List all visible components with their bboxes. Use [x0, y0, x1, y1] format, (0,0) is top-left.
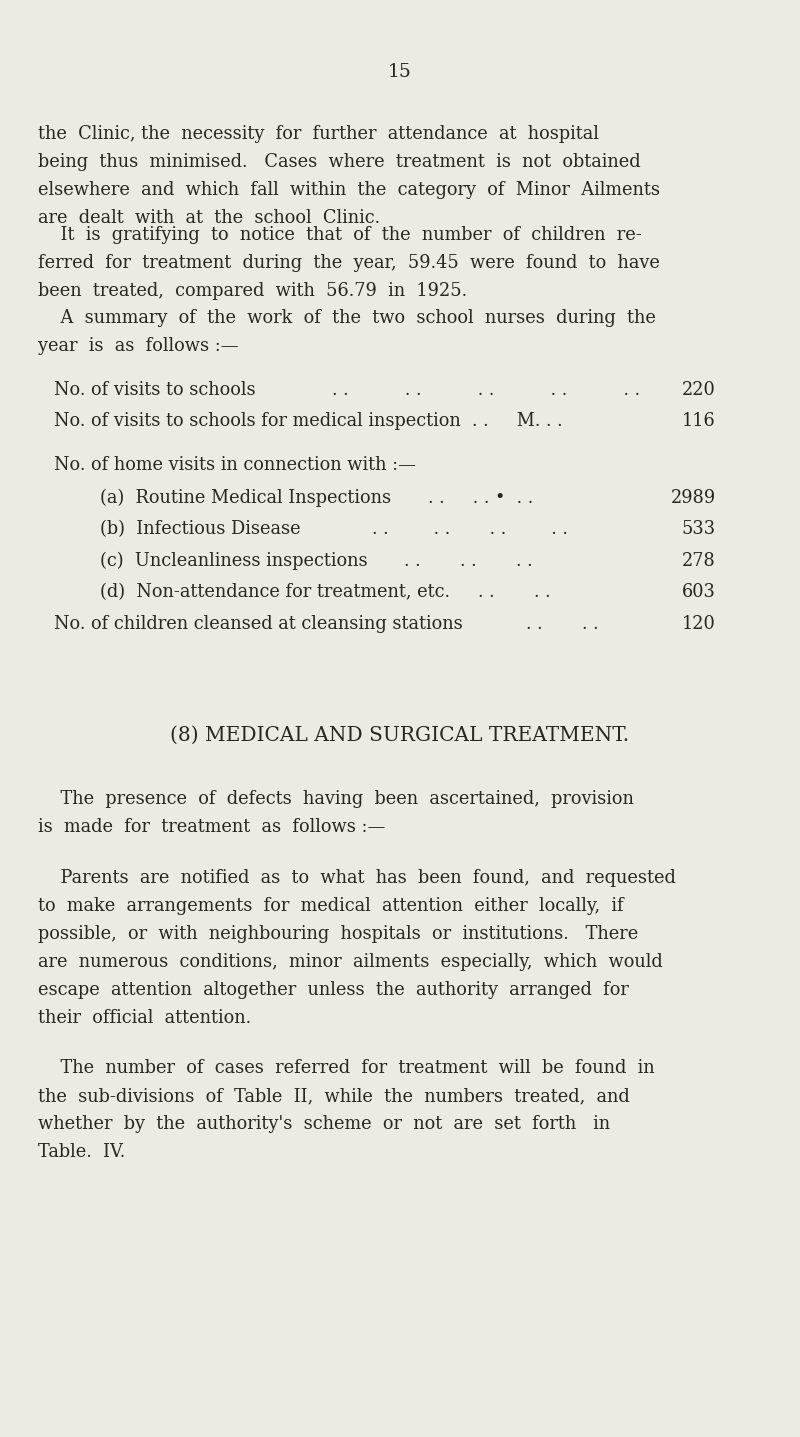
Text: 278: 278 — [682, 552, 716, 570]
Text: 603: 603 — [682, 583, 716, 602]
Text: possible,  or  with  neighbouring  hospitals  or  institutions.   There: possible, or with neighbouring hospitals… — [38, 925, 638, 944]
Text: . .       . .: . . . . — [478, 583, 551, 602]
Text: the  sub-divisions  of  Table  II,  while  the  numbers  treated,  and: the sub-divisions of Table II, while the… — [38, 1086, 630, 1105]
Text: their  official  attention.: their official attention. — [38, 1009, 251, 1027]
Text: (a)  Routine Medical Inspections: (a) Routine Medical Inspections — [100, 489, 391, 507]
Text: A  summary  of  the  work  of  the  two  school  nurses  during  the: A summary of the work of the two school … — [38, 309, 656, 328]
Text: 120: 120 — [682, 615, 716, 634]
Text: being  thus  minimised.   Cases  where  treatment  is  not  obtained: being thus minimised. Cases where treatm… — [38, 152, 641, 171]
Text: (d)  Non-attendance for treatment, etc.: (d) Non-attendance for treatment, etc. — [100, 583, 450, 602]
Text: (8) MEDICAL AND SURGICAL TREATMENT.: (8) MEDICAL AND SURGICAL TREATMENT. — [170, 726, 630, 744]
Text: . .     . . •  . .: . . . . • . . — [428, 489, 534, 507]
Text: 15: 15 — [388, 63, 412, 82]
Text: (b)  Infectious Disease: (b) Infectious Disease — [100, 520, 301, 539]
Text: (c)  Uncleanliness inspections: (c) Uncleanliness inspections — [100, 552, 368, 570]
Text: are  dealt  with  at  the  school  Clinic.: are dealt with at the school Clinic. — [38, 208, 381, 227]
Text: the  Clinic, the  necessity  for  further  attendance  at  hospital: the Clinic, the necessity for further at… — [38, 125, 599, 144]
Text: No. of children cleansed at cleansing stations: No. of children cleansed at cleansing st… — [54, 615, 463, 634]
Text: . .        . .       . .        . .: . . . . . . . . — [372, 520, 568, 539]
Text: is  made  for  treatment  as  follows :—: is made for treatment as follows :— — [38, 818, 386, 836]
Text: It  is  gratifying  to  notice  that  of  the  number  of  children  re-: It is gratifying to notice that of the n… — [38, 226, 642, 244]
Text: The  number  of  cases  referred  for  treatment  will  be  found  in: The number of cases referred for treatme… — [38, 1059, 655, 1078]
Text: 116: 116 — [682, 412, 716, 431]
Text: Parents  are  notified  as  to  what  has  been  found,  and  requested: Parents are notified as to what has been… — [38, 869, 676, 888]
Text: 220: 220 — [682, 381, 716, 399]
Text: No. of visits to schools for medical inspection  . .     M. . .: No. of visits to schools for medical ins… — [54, 412, 563, 431]
Text: 533: 533 — [682, 520, 716, 539]
Text: to  make  arrangements  for  medical  attention  either  locally,  if: to make arrangements for medical attenti… — [38, 897, 624, 915]
Text: . .          . .          . .          . .          . .: . . . . . . . . . . — [332, 381, 640, 399]
Text: . .       . .: . . . . — [526, 615, 599, 634]
Text: escape  attention  altogether  unless  the  authority  arranged  for: escape attention altogether unless the a… — [38, 981, 630, 1000]
Text: 2989: 2989 — [670, 489, 716, 507]
Text: year  is  as  follows :—: year is as follows :— — [38, 336, 239, 355]
Text: whether  by  the  authority's  scheme  or  not  are  set  forth   in: whether by the authority's scheme or not… — [38, 1115, 610, 1134]
Text: are  numerous  conditions,  minor  ailments  especially,  which  would: are numerous conditions, minor ailments … — [38, 954, 663, 971]
Text: The  presence  of  defects  having  been  ascertained,  provision: The presence of defects having been asce… — [38, 790, 634, 809]
Text: No. of home visits in connection with :—: No. of home visits in connection with :— — [54, 456, 416, 474]
Text: Table.  IV.: Table. IV. — [38, 1144, 126, 1161]
Text: elsewhere  and  which  fall  within  the  category  of  Minor  Ailments: elsewhere and which fall within the cate… — [38, 181, 661, 200]
Text: ferred  for  treatment  during  the  year,  59.45  were  found  to  have: ferred for treatment during the year, 59… — [38, 253, 660, 272]
Text: been  treated,  compared  with  56.79  in  1925.: been treated, compared with 56.79 in 192… — [38, 282, 467, 300]
Text: . .       . .       . .: . . . . . . — [404, 552, 533, 570]
Text: No. of visits to schools: No. of visits to schools — [54, 381, 256, 399]
